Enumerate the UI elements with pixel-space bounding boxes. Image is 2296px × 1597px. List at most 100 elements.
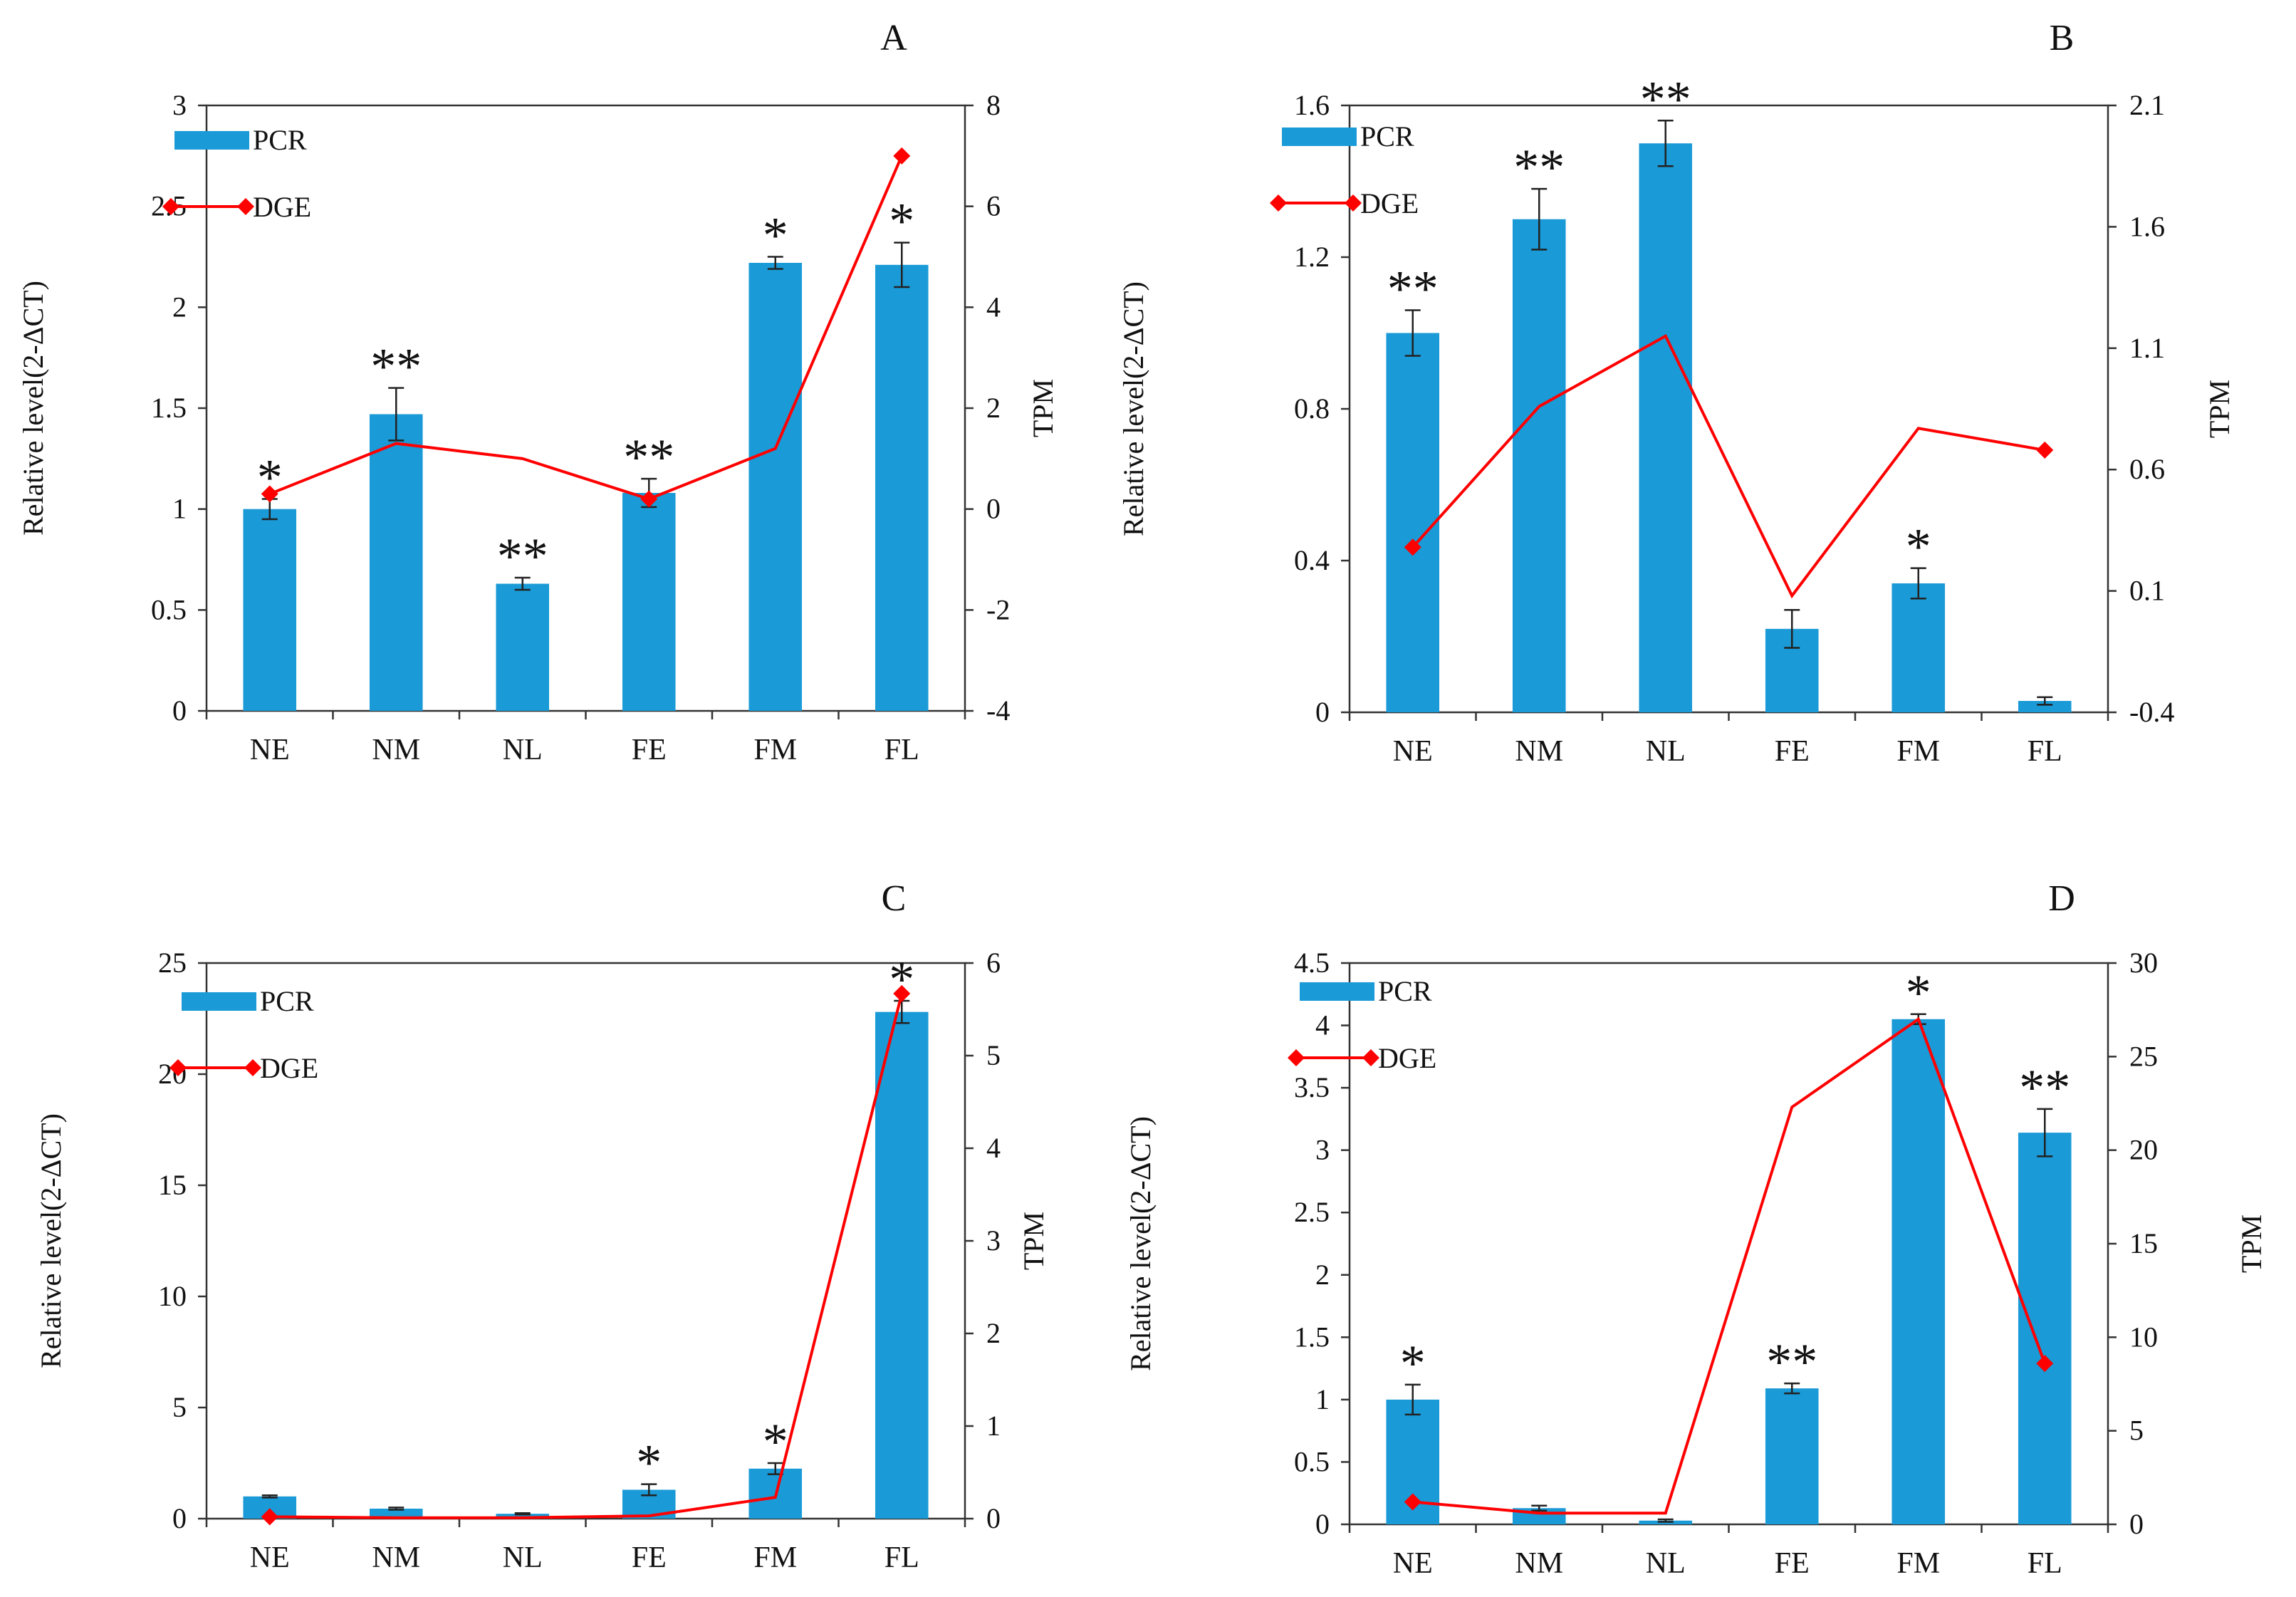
y-tick-label: 15 [158, 1169, 187, 1201]
dge-point-fl [2036, 1355, 2054, 1373]
x-category-label: FE [1775, 1547, 1810, 1580]
bar-fm[interactable] [1891, 1019, 1946, 1524]
dge-line [1411, 333, 2045, 599]
x-category-label: NM [1515, 735, 1563, 768]
dge-point-ne [1404, 539, 1421, 556]
legend-marker-dge [1270, 194, 1287, 212]
y-tick-label: 1.5 [151, 392, 187, 424]
y2-tick-label: 0 [986, 1502, 1001, 1534]
bar-fl[interactable] [875, 264, 929, 711]
y-tick-label: 0.5 [151, 593, 187, 625]
bar-nm[interactable] [369, 414, 423, 712]
y-axis-title: Relative level(2-ΔCT) [1124, 1116, 1157, 1371]
chart-panel-d: D 0 0.5 1 1.5 2 2.5 3 3.5 4 4.5 0 5 10 15 20 25 30 NE NM NL F… [1124, 878, 2268, 1580]
y2-tick-label: 20 [2129, 1134, 2158, 1166]
y2-tick-label: 15 [2129, 1227, 2158, 1259]
dge-point-ne [261, 1508, 278, 1526]
bar-nm[interactable] [1512, 219, 1566, 712]
y-tick-label: 2 [172, 291, 187, 323]
y2-tick-label: -2 [986, 593, 1010, 625]
y-tick-label: 1 [172, 493, 187, 525]
significance-marker: ** [370, 338, 422, 395]
legend-swatch-pcr [182, 992, 256, 1011]
legend-label-dge: DGE [260, 1052, 318, 1084]
x-category-label: FM [1896, 735, 1940, 768]
y2-tick-label: 6 [986, 190, 1001, 222]
y-tick-label: 0 [172, 695, 187, 727]
x-category-label: NL [1646, 1547, 1686, 1580]
x-category-label: NL [503, 1541, 543, 1574]
y-tick-label: 20 [158, 1058, 187, 1090]
y2-tick-label: 8 [986, 89, 1001, 121]
legend-marker-dge [169, 1059, 187, 1076]
x-category-label: NM [372, 734, 420, 766]
x-category-label: FM [753, 734, 797, 766]
y2-axis-title: TPM [2235, 1214, 2268, 1273]
significance-marker: * [889, 193, 914, 250]
y-tick-label: 5 [172, 1391, 187, 1423]
plot-frame [205, 104, 966, 712]
dge-point-ne [261, 485, 278, 503]
legend: PCR DGE [162, 124, 311, 223]
legend-marker-dge [244, 1059, 261, 1076]
y-tick-label: 2 [1315, 1259, 1330, 1291]
y-tick-label: 4.5 [1294, 947, 1330, 979]
x-category-label: FM [1896, 1547, 1940, 1580]
y2-tick-label: 0 [986, 493, 1001, 525]
legend-swatch-pcr [1282, 128, 1357, 146]
x-category-label: FL [885, 734, 919, 766]
y-tick-label: 25 [158, 947, 187, 979]
y-tick-label: 3.5 [1294, 1071, 1330, 1103]
bar-nl[interactable] [496, 583, 550, 712]
y-tick-label: 0.5 [1294, 1445, 1330, 1477]
bar-nm[interactable] [369, 1508, 423, 1519]
y-axis-title: Relative level(2-ΔCT) [1117, 281, 1149, 536]
plot-frame [205, 962, 966, 1520]
x-category-label: FE [632, 1541, 667, 1574]
y-axis-title: Relative level(2-ΔCT) [35, 1113, 67, 1368]
significance-marker: ** [1387, 261, 1439, 318]
significance-marker: * [1400, 1335, 1426, 1392]
bar-fl[interactable] [2018, 701, 2072, 712]
y2-tick-label: 2 [986, 392, 1001, 424]
y2-axis-title: TPM [1018, 1212, 1050, 1270]
y2-tick-label: 0.1 [2129, 575, 2165, 607]
y-tick-label: 1.5 [1294, 1321, 1330, 1353]
bar-ne[interactable] [243, 509, 297, 711]
bar-ne[interactable] [1386, 333, 1440, 713]
legend-label-dge: DGE [253, 191, 311, 223]
bar-fe[interactable] [1765, 1388, 1819, 1524]
x-category-label: NE [1393, 735, 1433, 768]
bar-nl[interactable] [1639, 143, 1693, 712]
x-category-label: FE [632, 734, 667, 766]
bar-nl[interactable] [496, 1514, 550, 1519]
y-tick-label: 0.4 [1294, 544, 1330, 576]
chart-panel-c: C 0 5 10 15 20 25 0 1 2 3 4 5 6 NE NM NL FE FM FL Relative l… [35, 878, 1050, 1574]
x-category-label: NL [503, 734, 543, 766]
y-tick-label: 1 [1315, 1383, 1330, 1415]
significance-marker: ** [497, 528, 548, 585]
legend: PCR DGE [1288, 975, 1436, 1074]
y2-tick-label: -4 [986, 695, 1010, 727]
bar-fe[interactable] [622, 493, 676, 711]
y2-axis-title: TPM [1027, 379, 1059, 437]
bar-fl[interactable] [875, 1011, 929, 1519]
x-category-label: FL [2028, 1547, 2062, 1580]
bar-fl[interactable] [2018, 1133, 2072, 1524]
legend-label-pcr: PCR [1360, 120, 1414, 152]
dge-line [269, 155, 904, 501]
bar-fm[interactable] [748, 263, 803, 711]
dge-point-ne [1404, 1493, 1421, 1511]
y2-tick-label: 0 [2129, 1508, 2144, 1540]
bar-fm[interactable] [1891, 583, 1946, 712]
panel-letter: C [882, 878, 907, 919]
panel-letter: B [2050, 18, 2075, 58]
significance-marker: ** [623, 429, 674, 486]
y2-axis-title: TPM [2203, 380, 2235, 438]
x-category-label: NM [372, 1541, 420, 1574]
y2-tick-label: 1 [986, 1410, 1001, 1442]
legend-marker-dge [162, 198, 179, 215]
dge-line [269, 993, 904, 1519]
significance-marker: ** [1513, 139, 1565, 196]
